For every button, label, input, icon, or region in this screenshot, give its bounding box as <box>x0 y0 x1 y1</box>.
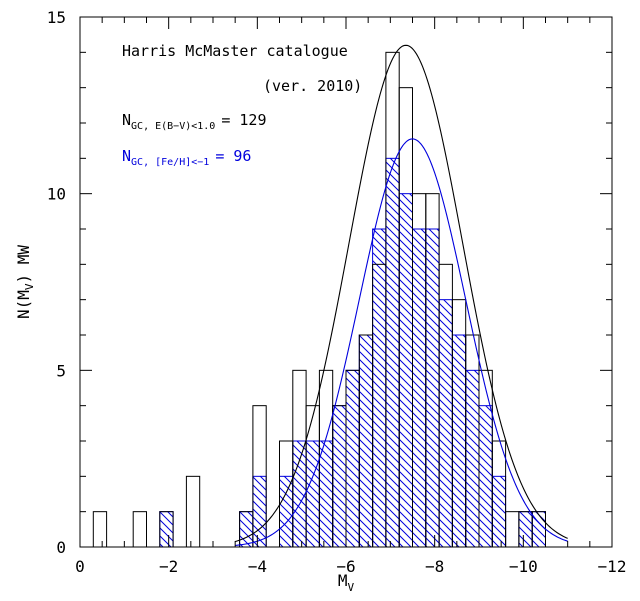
metal-poor-bar <box>478 405 493 547</box>
y-axis-label: N(MV) MW <box>14 245 36 319</box>
all-clusters-bar <box>185 475 201 547</box>
n-all-label: NGC, E(B−V)<1.0 = 129 <box>122 111 266 132</box>
metal-poor-bar <box>398 193 414 547</box>
x-tick-label: −10 <box>509 557 538 576</box>
all-clusters-bar <box>505 511 520 547</box>
x-axis-label: MV <box>338 571 355 594</box>
x-tick-label: −4 <box>248 557 267 576</box>
metal-poor-bar <box>332 405 347 547</box>
metal-poor-bar <box>425 228 440 547</box>
axis-ticks <box>79 16 613 548</box>
metal-poor-histogram <box>159 157 547 547</box>
metal-poor-bar <box>345 369 360 547</box>
metal-poor-bar <box>438 299 453 547</box>
version-label: (ver. 2010) <box>263 77 362 95</box>
y-tick-label: 10 <box>47 185 66 204</box>
metal-poor-bar <box>358 334 374 547</box>
x-tick-label: −12 <box>598 557 627 576</box>
all-clusters-bar <box>92 511 108 547</box>
x-tick-label: −6 <box>336 557 355 576</box>
metal-poor-bar <box>491 475 507 547</box>
x-tick-label: −8 <box>425 557 444 576</box>
metal-poor-bar <box>279 475 294 547</box>
metal-poor-bar <box>451 334 467 547</box>
metal-poor-bar <box>239 511 254 547</box>
x-tick-labels: 0 −2 −4 −6 −8 −10 −12 <box>75 557 626 576</box>
all-clusters-bar <box>491 440 507 547</box>
all-clusters-bar <box>132 511 147 547</box>
metal-poor-bar <box>465 369 480 547</box>
metal-poor-bar <box>252 475 267 547</box>
metal-poor-bar <box>385 157 400 547</box>
metal-poor-bar <box>292 440 307 547</box>
catalogue-label: Harris McMaster catalogue <box>122 42 348 60</box>
metal-poor-bar <box>159 511 174 547</box>
y-tick-label: 5 <box>56 361 66 380</box>
y-tick-labels: 0 5 10 15 <box>47 8 66 557</box>
n-metal-poor-label: NGC, [Fe/H]<−1 = 96 <box>122 147 251 168</box>
metal-poor-bar <box>318 440 334 547</box>
y-tick-label: 15 <box>47 8 66 27</box>
gaussian-fits <box>235 44 568 546</box>
all-clusters-fit-curve <box>235 44 568 543</box>
metal-poor-bar <box>412 228 427 547</box>
metal-poor-bar <box>372 228 387 547</box>
metal-poor-fit-curve <box>235 138 568 546</box>
x-tick-label: 0 <box>75 557 85 576</box>
metal-poor-bar <box>305 440 320 547</box>
metal-poor-bar <box>518 511 533 547</box>
y-tick-label: 0 <box>56 538 66 557</box>
x-tick-label: −2 <box>159 557 178 576</box>
